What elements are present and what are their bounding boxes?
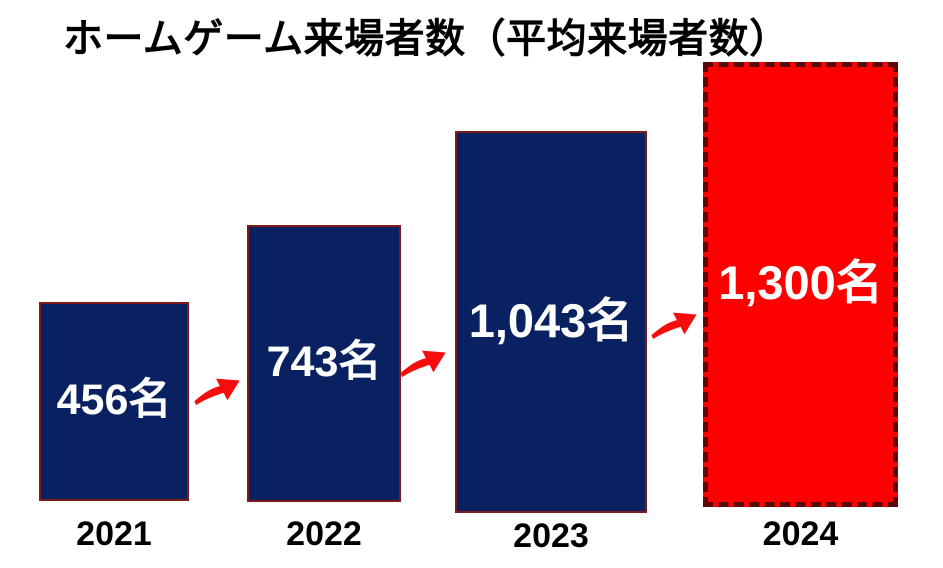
bar-2022: 743名 [247,225,401,502]
bar-2021: 456名 [39,302,189,501]
growth-arrow-icon [400,350,446,378]
axis-label-2022: 2022 [286,515,362,553]
bar-value-2024: 1,300名 [718,256,883,309]
growth-arrow-icon [194,378,240,406]
bar-value-2022: 743名 [266,337,382,386]
bar-2023: 1,043名 [455,131,647,513]
bar-value-2021: 456名 [56,375,172,424]
axis-label-2023: 2023 [513,517,589,555]
growth-arrow-icon [651,312,697,340]
bar-2024-projection: 1,300名 [703,62,898,507]
chart-title: ホームゲーム来場者数（平均来場者数） [63,17,790,61]
axis-label-2024: 2024 [762,515,839,553]
axis-label-2021: 2021 [76,515,152,553]
bar-value-2023: 1,043名 [468,293,634,347]
